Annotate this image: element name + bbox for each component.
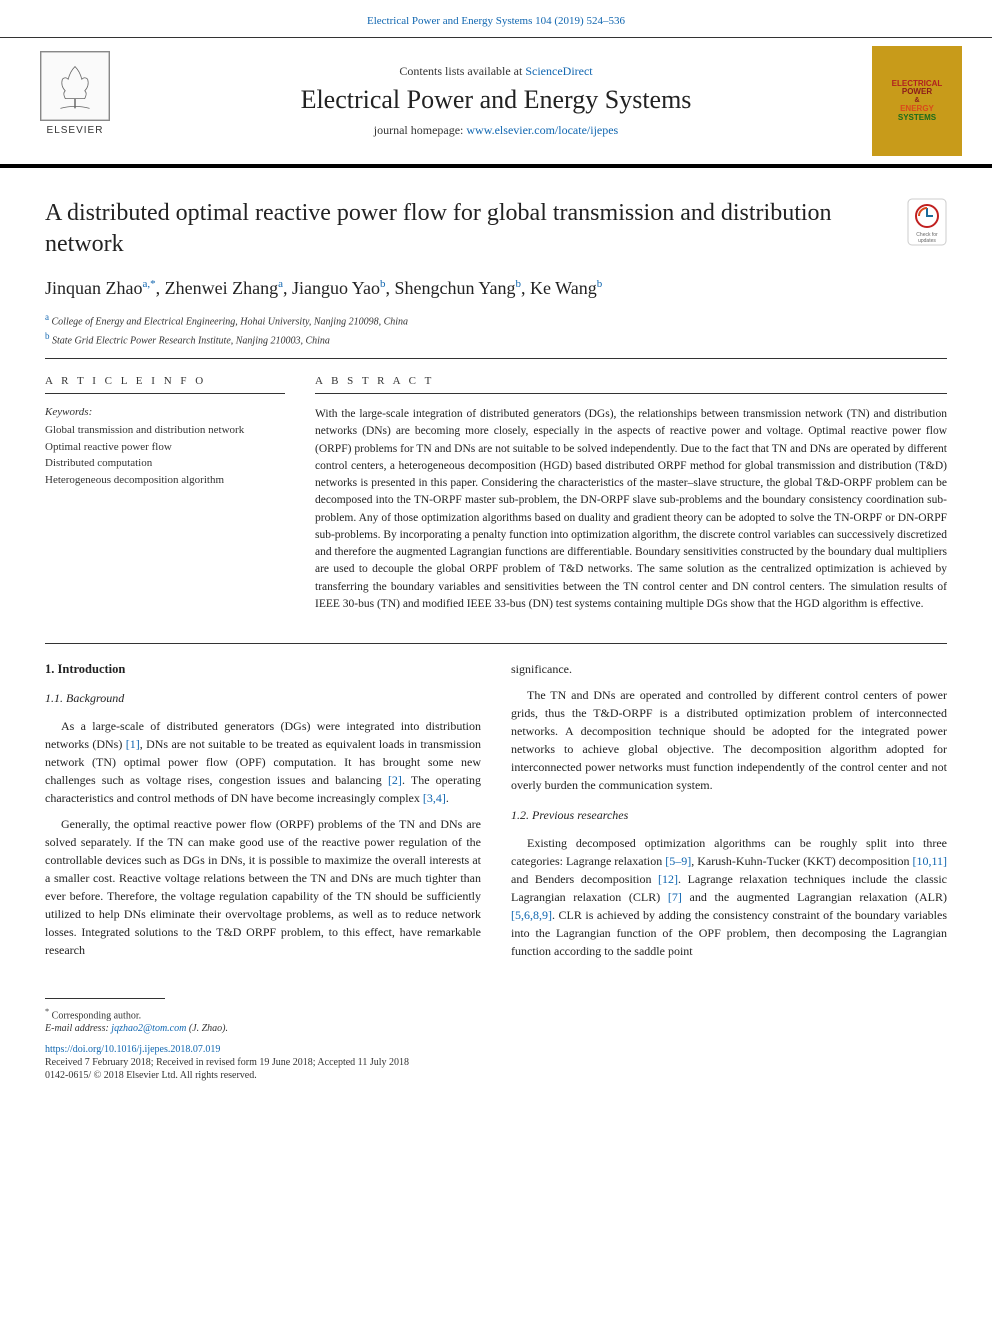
affil-b-sup: b	[45, 331, 50, 341]
contents-line: Contents lists available at ScienceDirec…	[120, 64, 872, 79]
homepage-prefix: journal homepage:	[374, 123, 467, 137]
doi-link[interactable]: https://doi.org/10.1016/j.ijepes.2018.07…	[45, 1044, 220, 1055]
cite-12[interactable]: [12]	[658, 872, 678, 886]
email-label: E-mail address:	[45, 1023, 111, 1034]
masthead-center: Contents lists available at ScienceDirec…	[120, 64, 872, 138]
column-right: significance. The TN and DNs are operate…	[511, 660, 947, 968]
cite-2[interactable]: [2]	[388, 773, 402, 787]
cover-line5: SYSTEMS	[892, 114, 943, 123]
publisher-logo-block: ELSEVIER	[30, 51, 120, 151]
cover-text: ELECTRICAL POWER & ENERGY SYSTEMS	[892, 80, 943, 123]
svg-text:updates: updates	[918, 238, 936, 244]
section-1-1-heading: 1.1. Background	[45, 689, 481, 707]
homepage-link[interactable]: www.elsevier.com/locate/ijepes	[466, 123, 618, 137]
p5-end: . CLR is achieved by adding the consiste…	[511, 908, 947, 958]
affil-a-sup: a	[45, 312, 49, 322]
author-2: Zhenwei Zhang	[165, 278, 278, 298]
received-line: Received 7 February 2018; Received in re…	[45, 1057, 947, 1068]
homepage-line: journal homepage: www.elsevier.com/locat…	[120, 123, 872, 138]
article-info: A R T I C L E I N F O Keywords: Global t…	[45, 375, 285, 613]
cite-3-4[interactable]: [3,4]	[423, 791, 446, 805]
author-1-sup: a,*	[142, 278, 155, 290]
journal-citation: Electrical Power and Energy Systems 104 …	[0, 15, 992, 27]
cite-10-11[interactable]: [10,11]	[912, 854, 947, 868]
keywords-label: Keywords:	[45, 406, 285, 418]
affiliations: a College of Energy and Electrical Engin…	[45, 311, 947, 348]
abstract-divider	[315, 393, 947, 394]
corresponding-text: Corresponding author.	[49, 1010, 141, 1021]
affil-a-text: College of Energy and Electrical Enginee…	[52, 317, 409, 328]
cite-5-9[interactable]: [5–9]	[665, 854, 691, 868]
column-left: 1. Introduction 1.1. Background As a lar…	[45, 660, 481, 968]
copyright-line: 0142-0615/ © 2018 Elsevier Ltd. All righ…	[45, 1070, 947, 1081]
title-row: A distributed optimal reactive power flo…	[45, 198, 947, 260]
divider	[45, 358, 947, 359]
p5-text3: and Benders decomposition	[511, 872, 658, 886]
abstract-heading: A B S T R A C T	[315, 375, 947, 387]
paragraph-5: Existing decomposed optimization algorit…	[511, 834, 947, 960]
contents-prefix: Contents lists available at	[399, 64, 525, 78]
cover-line2: POWER	[892, 88, 943, 97]
email-suffix: (J. Zhao).	[186, 1023, 228, 1034]
author-3-sup: b	[380, 278, 386, 290]
paragraph-4: The TN and DNs are operated and controll…	[511, 686, 947, 794]
p5-text2: , Karush-Kuhn-Tucker (KKT) decomposition	[691, 854, 912, 868]
keyword-4: Heterogeneous decomposition algorithm	[45, 472, 285, 489]
journal-cover-icon: ELECTRICAL POWER & ENERGY SYSTEMS	[872, 46, 962, 156]
doi-line: https://doi.org/10.1016/j.ijepes.2018.07…	[45, 1044, 947, 1055]
affiliation-b: b State Grid Electric Power Research Ins…	[45, 330, 947, 348]
keyword-3: Distributed computation	[45, 455, 285, 472]
info-abstract-row: A R T I C L E I N F O Keywords: Global t…	[45, 375, 947, 613]
paragraph-2: Generally, the optimal reactive power fl…	[45, 815, 481, 959]
author-4-sup: b	[516, 278, 522, 290]
cite-7[interactable]: [7]	[668, 890, 682, 904]
divider-2	[45, 643, 947, 644]
paragraph-3: significance.	[511, 660, 947, 678]
content: A distributed optimal reactive power flo…	[0, 168, 992, 988]
section-1-heading: 1. Introduction	[45, 660, 481, 679]
masthead: ELSEVIER Contents lists available at Sci…	[0, 37, 992, 168]
corresponding-author: * Corresponding author.	[45, 1007, 947, 1021]
article-info-heading: A R T I C L E I N F O	[45, 375, 285, 387]
abstract-text: With the large-scale integration of dist…	[315, 406, 947, 613]
author-4: Shengchun Yang	[395, 278, 516, 298]
cite-5689[interactable]: [5,6,8,9]	[511, 908, 552, 922]
footer-divider	[45, 998, 165, 999]
author-1: Jinquan Zhao	[45, 278, 142, 298]
author-5: Ke Wang	[530, 278, 597, 298]
keyword-1: Global transmission and distribution net…	[45, 422, 285, 439]
paragraph-1: As a large-scale of distributed generato…	[45, 717, 481, 807]
publisher-label: ELSEVIER	[47, 125, 104, 136]
keyword-2: Optimal reactive power flow	[45, 439, 285, 456]
affiliation-a: a College of Energy and Electrical Engin…	[45, 311, 947, 329]
abstract: A B S T R A C T With the large-scale int…	[315, 375, 947, 613]
footer: * Corresponding author. E-mail address: …	[0, 988, 992, 1101]
body-columns: 1. Introduction 1.1. Background As a lar…	[45, 660, 947, 968]
check-updates-badge[interactable]: Check for updates	[907, 198, 947, 246]
article-title: A distributed optimal reactive power flo…	[45, 198, 887, 260]
journal-name: Electrical Power and Energy Systems	[120, 85, 872, 115]
author-5-sup: b	[597, 278, 603, 290]
cite-1[interactable]: [1]	[126, 737, 140, 751]
info-divider	[45, 393, 285, 394]
elsevier-tree-icon	[40, 51, 110, 121]
p5-text5: and the augmented Lagrangian relaxation …	[682, 890, 947, 904]
author-3: Jianguo Yao	[292, 278, 380, 298]
affil-b-text: State Grid Electric Power Research Insti…	[52, 335, 330, 346]
sciencedirect-link[interactable]: ScienceDirect	[525, 64, 592, 78]
authors: Jinquan Zhaoa,*, Zhenwei Zhanga, Jianguo…	[45, 278, 947, 299]
email-line: E-mail address: jqzhao2@tom.com (J. Zhao…	[45, 1023, 947, 1034]
section-1-2-heading: 1.2. Previous researches	[511, 806, 947, 824]
author-2-sup: a	[278, 278, 283, 290]
p1-end: .	[446, 791, 449, 805]
email-link[interactable]: jqzhao2@tom.com	[111, 1023, 186, 1034]
